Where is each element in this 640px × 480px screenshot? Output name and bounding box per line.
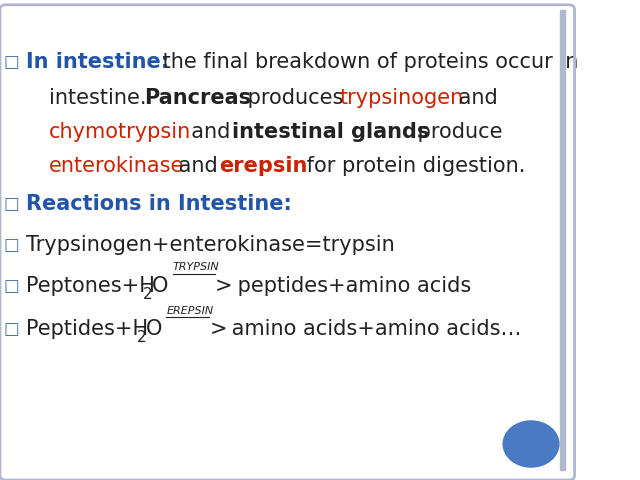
Text: enterokinase: enterokinase <box>49 156 185 176</box>
Text: >: > <box>209 319 227 339</box>
Text: O: O <box>145 319 168 339</box>
Text: Peptides+H: Peptides+H <box>26 319 148 339</box>
Text: and: and <box>172 156 225 176</box>
Text: TRYPSIN: TRYPSIN <box>173 263 220 272</box>
Text: produces: produces <box>241 88 350 108</box>
Text: produce: produce <box>411 122 502 142</box>
Text: Trypsinogen+enterokinase=trypsin: Trypsinogen+enterokinase=trypsin <box>26 235 395 255</box>
Text: and: and <box>452 88 498 108</box>
Circle shape <box>503 421 559 467</box>
Text: 2: 2 <box>143 287 152 302</box>
Text: erepsin: erepsin <box>220 156 308 176</box>
Text: □: □ <box>4 276 19 295</box>
Text: EREPSIN: EREPSIN <box>166 306 214 315</box>
Text: intestine.: intestine. <box>49 88 154 108</box>
Text: and: and <box>179 122 237 142</box>
Text: 2: 2 <box>137 330 147 345</box>
Text: the final breakdown of proteins occur in: the final breakdown of proteins occur in <box>156 52 579 72</box>
Text: >: > <box>215 276 232 296</box>
Text: □: □ <box>4 236 19 254</box>
Text: trypsinogen: trypsinogen <box>340 88 464 108</box>
Text: □: □ <box>4 195 19 213</box>
Text: Reactions in Intestine:: Reactions in Intestine: <box>26 194 292 214</box>
Text: peptides+amino acids: peptides+amino acids <box>231 276 471 296</box>
Text: O: O <box>152 276 175 296</box>
Text: intestinal glands: intestinal glands <box>232 122 429 142</box>
Bar <box>560 10 564 470</box>
Text: Pancreas: Pancreas <box>144 88 251 108</box>
Text: amino acids+amino acids…: amino acids+amino acids… <box>225 319 522 339</box>
Text: Peptones+H: Peptones+H <box>26 276 155 296</box>
Text: □: □ <box>4 53 19 72</box>
Text: □: □ <box>4 320 19 338</box>
Text: chymotrypsin: chymotrypsin <box>49 122 191 142</box>
Text: for protein digestion.: for protein digestion. <box>300 156 525 176</box>
Text: In intestine:: In intestine: <box>26 52 169 72</box>
